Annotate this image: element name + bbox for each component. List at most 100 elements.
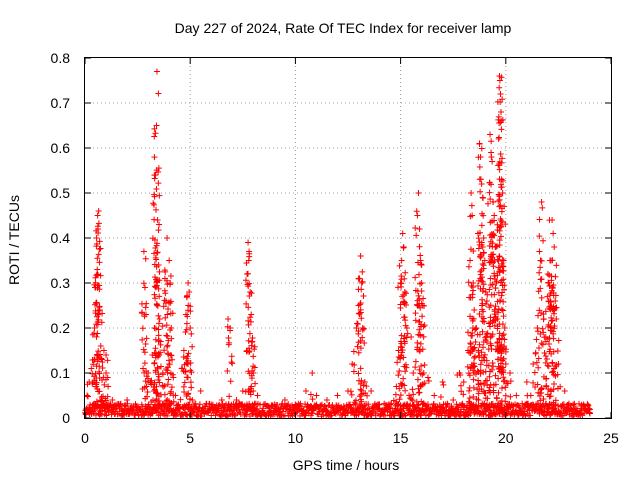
spike-point bbox=[553, 262, 560, 269]
data-point bbox=[166, 257, 173, 264]
data-point bbox=[537, 257, 544, 264]
data-point bbox=[185, 280, 192, 286]
spike-point bbox=[156, 221, 163, 228]
spike-point bbox=[499, 321, 506, 328]
spike-point bbox=[104, 374, 111, 381]
y-tick-label: 0.1 bbox=[51, 365, 71, 381]
spike-point bbox=[151, 154, 158, 161]
spike-point bbox=[497, 150, 504, 157]
baseline-point bbox=[365, 401, 372, 408]
spike-point bbox=[537, 397, 544, 404]
baseline-point bbox=[388, 400, 395, 407]
spike-point bbox=[500, 313, 507, 320]
spike-point bbox=[550, 303, 557, 310]
spike-point bbox=[481, 380, 488, 387]
spike-point bbox=[251, 401, 258, 408]
spike-point bbox=[484, 330, 491, 337]
spike-point bbox=[494, 403, 501, 410]
spike-point bbox=[554, 348, 561, 355]
data-point bbox=[403, 325, 410, 331]
data-point bbox=[494, 316, 501, 322]
x-tick-label: 0 bbox=[81, 430, 89, 446]
spike-point bbox=[139, 336, 146, 343]
spike-point bbox=[184, 374, 191, 381]
data-points bbox=[82, 68, 593, 420]
spike-point bbox=[549, 284, 556, 291]
spike-point bbox=[181, 379, 188, 386]
spike-point bbox=[360, 292, 367, 299]
spike-point bbox=[155, 168, 162, 175]
spike-point bbox=[547, 387, 554, 394]
data-point bbox=[186, 289, 193, 295]
spike-point bbox=[153, 276, 160, 283]
spike-point bbox=[155, 376, 162, 383]
spike-point bbox=[533, 359, 540, 366]
data-point bbox=[105, 383, 112, 390]
spike-point bbox=[495, 306, 502, 313]
spike-point bbox=[491, 273, 498, 280]
spike-point bbox=[396, 262, 403, 269]
spike-point bbox=[481, 389, 488, 396]
spike-point bbox=[468, 202, 475, 209]
spike-point bbox=[417, 370, 424, 377]
spike-point bbox=[228, 353, 235, 360]
spike-point bbox=[470, 393, 477, 400]
spike-point bbox=[416, 243, 423, 250]
spike-point bbox=[153, 300, 160, 307]
spike-point bbox=[309, 396, 316, 403]
spike-point bbox=[164, 343, 171, 350]
x-tick-label: 5 bbox=[186, 430, 194, 446]
spike-point bbox=[412, 358, 419, 365]
spike-point bbox=[180, 383, 187, 390]
spike-point bbox=[492, 285, 499, 292]
spike-point bbox=[497, 223, 504, 230]
data-point bbox=[477, 154, 484, 160]
spike-point bbox=[551, 306, 558, 313]
spike-point bbox=[148, 377, 155, 384]
spike-point bbox=[499, 177, 506, 184]
data-point bbox=[92, 284, 99, 291]
data-point bbox=[586, 410, 593, 417]
data-point bbox=[483, 298, 490, 304]
spike-point bbox=[491, 291, 498, 298]
spike-point bbox=[153, 282, 160, 289]
data-point bbox=[538, 199, 545, 205]
spike-point bbox=[140, 280, 147, 287]
spike-point bbox=[359, 278, 366, 285]
spike-point bbox=[397, 305, 404, 312]
spike-point bbox=[246, 253, 253, 260]
y-tick-label: 0.3 bbox=[51, 275, 71, 291]
spike-point bbox=[546, 335, 553, 342]
spike-point bbox=[440, 381, 447, 388]
spike-point bbox=[546, 404, 553, 411]
spike-point bbox=[497, 202, 504, 209]
spike-point bbox=[418, 363, 425, 370]
y-tick-label: 0.2 bbox=[51, 320, 71, 336]
spike-point bbox=[469, 330, 476, 337]
spike-point bbox=[473, 396, 480, 403]
spike-point bbox=[151, 291, 158, 298]
spike-point bbox=[414, 339, 421, 346]
spike-point bbox=[491, 308, 498, 315]
axis-ticks bbox=[84, 57, 612, 419]
spike-point bbox=[358, 377, 365, 384]
spike-point bbox=[308, 403, 315, 410]
spike-point bbox=[492, 381, 499, 388]
spike-point bbox=[399, 346, 406, 353]
spike-point bbox=[499, 219, 506, 226]
spike-point bbox=[495, 257, 502, 264]
data-point bbox=[345, 388, 351, 394]
spike-point bbox=[543, 375, 550, 382]
spike-point bbox=[156, 192, 163, 199]
baseline-point bbox=[515, 402, 522, 409]
spike-point bbox=[475, 235, 482, 242]
spike-point bbox=[501, 336, 508, 343]
data-point bbox=[156, 316, 163, 322]
spike-point bbox=[105, 404, 112, 411]
y-tick-label: 0.4 bbox=[51, 230, 71, 246]
data-point bbox=[184, 293, 191, 300]
spike-point bbox=[162, 290, 169, 297]
data-point bbox=[469, 212, 476, 219]
spike-point bbox=[416, 366, 423, 373]
spike-point bbox=[498, 292, 505, 299]
